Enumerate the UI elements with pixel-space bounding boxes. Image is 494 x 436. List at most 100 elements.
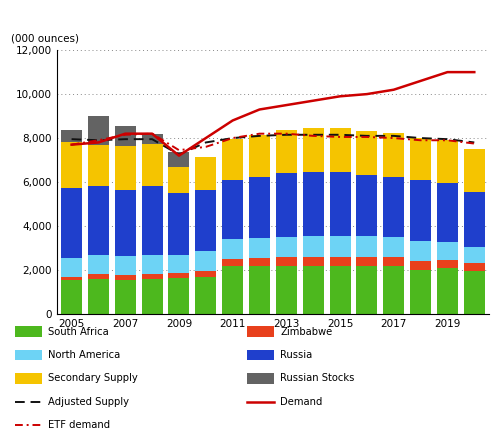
Bar (437, 268, 458, 314)
Bar (410, 180, 431, 242)
Bar (383, 257, 404, 266)
Bar (142, 143, 163, 187)
Bar (222, 180, 243, 239)
Bar (88, 255, 109, 274)
Bar (276, 130, 297, 173)
Bar (88, 279, 109, 314)
Bar (249, 258, 270, 266)
Bar (410, 242, 431, 261)
Bar (142, 274, 163, 279)
Bar (249, 266, 270, 314)
Bar (303, 172, 324, 236)
Bar (115, 126, 136, 146)
Bar (383, 266, 404, 314)
Bar (464, 247, 485, 263)
Bar (383, 177, 404, 237)
FancyBboxPatch shape (247, 350, 274, 361)
Bar (357, 236, 377, 257)
Bar (195, 251, 216, 271)
Bar (329, 236, 351, 257)
Text: Russia: Russia (280, 350, 312, 360)
Bar (222, 239, 243, 259)
Text: Russian Stocks: Russian Stocks (280, 374, 355, 383)
FancyBboxPatch shape (247, 326, 274, 337)
Bar (357, 266, 377, 314)
Text: South Africa: South Africa (48, 327, 109, 337)
FancyBboxPatch shape (15, 326, 42, 337)
Bar (249, 135, 270, 177)
Bar (410, 270, 431, 314)
Bar (61, 130, 82, 143)
Bar (464, 149, 485, 192)
Bar (357, 132, 377, 175)
Bar (115, 190, 136, 255)
Bar (410, 261, 431, 270)
Bar (61, 143, 82, 187)
Bar (329, 257, 351, 266)
Bar (464, 263, 485, 271)
Bar (142, 255, 163, 274)
Bar (464, 192, 485, 247)
Bar (357, 175, 377, 236)
Text: Palladium Supply-Demand Balance: Palladium Supply-Demand Balance (6, 19, 267, 32)
Bar (410, 138, 431, 180)
Bar (383, 237, 404, 257)
Bar (437, 260, 458, 268)
Text: North America: North America (48, 350, 120, 360)
Bar (437, 140, 458, 183)
Bar (276, 173, 297, 237)
Bar (357, 257, 377, 266)
Bar (249, 238, 270, 258)
Bar (115, 280, 136, 314)
Bar (329, 128, 351, 172)
Bar (115, 276, 136, 280)
Bar (88, 116, 109, 145)
Bar (437, 183, 458, 242)
Bar (464, 271, 485, 314)
Bar (168, 193, 189, 255)
Bar (276, 266, 297, 314)
Bar (437, 242, 458, 260)
Bar (61, 187, 82, 258)
Bar (276, 237, 297, 257)
Bar (383, 133, 404, 177)
Bar (195, 276, 216, 314)
Bar (168, 273, 189, 278)
Bar (303, 128, 324, 172)
Bar (142, 134, 163, 143)
Bar (142, 279, 163, 314)
Bar (249, 177, 270, 238)
Bar (222, 266, 243, 314)
Bar (115, 255, 136, 276)
Text: (000 ounces): (000 ounces) (11, 34, 80, 44)
Bar (168, 255, 189, 273)
Bar (142, 187, 163, 255)
Text: Zimbabwe: Zimbabwe (280, 327, 332, 337)
Bar (329, 266, 351, 314)
Bar (195, 190, 216, 251)
Text: Demand: Demand (280, 397, 323, 407)
Bar (168, 278, 189, 314)
Bar (61, 258, 82, 276)
Bar (61, 280, 82, 314)
Bar (303, 236, 324, 257)
FancyBboxPatch shape (247, 373, 274, 384)
Bar (168, 152, 189, 167)
Bar (115, 146, 136, 190)
FancyBboxPatch shape (15, 373, 42, 384)
Bar (195, 157, 216, 190)
Bar (88, 274, 109, 279)
Bar (303, 266, 324, 314)
Text: Secondary Supply: Secondary Supply (48, 374, 138, 383)
Bar (303, 257, 324, 266)
Bar (61, 276, 82, 280)
Bar (88, 187, 109, 255)
Bar (276, 257, 297, 266)
Text: ETF demand: ETF demand (48, 420, 110, 430)
FancyBboxPatch shape (15, 350, 42, 361)
Bar (168, 167, 189, 193)
Bar (329, 172, 351, 236)
Bar (195, 271, 216, 276)
Bar (88, 145, 109, 187)
Bar (222, 259, 243, 266)
